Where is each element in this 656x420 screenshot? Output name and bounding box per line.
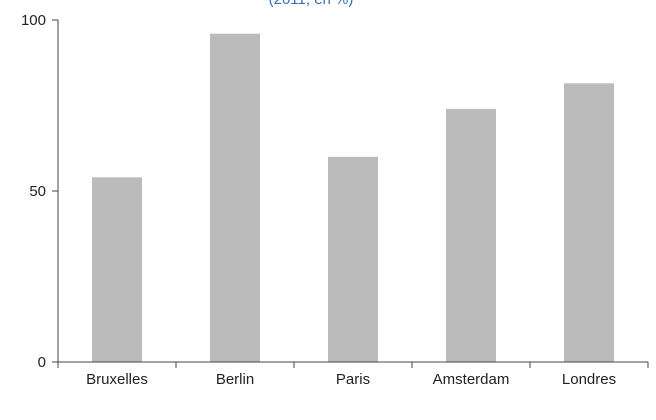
- x-tick-label-amsterdam: Amsterdam: [433, 371, 510, 388]
- x-tick-label-berlin: Berlin: [216, 371, 254, 388]
- bar-amsterdam: [446, 108, 496, 363]
- bar-berlin: [210, 33, 260, 362]
- chart-subtitle: (2011, en %): [269, 0, 354, 8]
- y-tick-label-100: 100: [21, 12, 46, 29]
- bar-londres: [564, 83, 614, 363]
- axes-layer: [52, 19, 649, 368]
- y-tick-label-50: 50: [29, 183, 46, 200]
- x-tick-label-bruxelles: Bruxelles: [86, 371, 148, 388]
- x-tick-label-londres: Londres: [562, 371, 616, 388]
- bars-layer: [92, 33, 614, 363]
- bar-bruxelles: [92, 177, 142, 362]
- labels-layer: 0 50 100 Bruxelles Berlin Paris Amsterdam Londr…: [21, 12, 616, 388]
- x-tick-label-paris: Paris: [336, 371, 370, 388]
- bar-paris: [328, 156, 378, 362]
- y-tick-label-0: 0: [38, 354, 46, 371]
